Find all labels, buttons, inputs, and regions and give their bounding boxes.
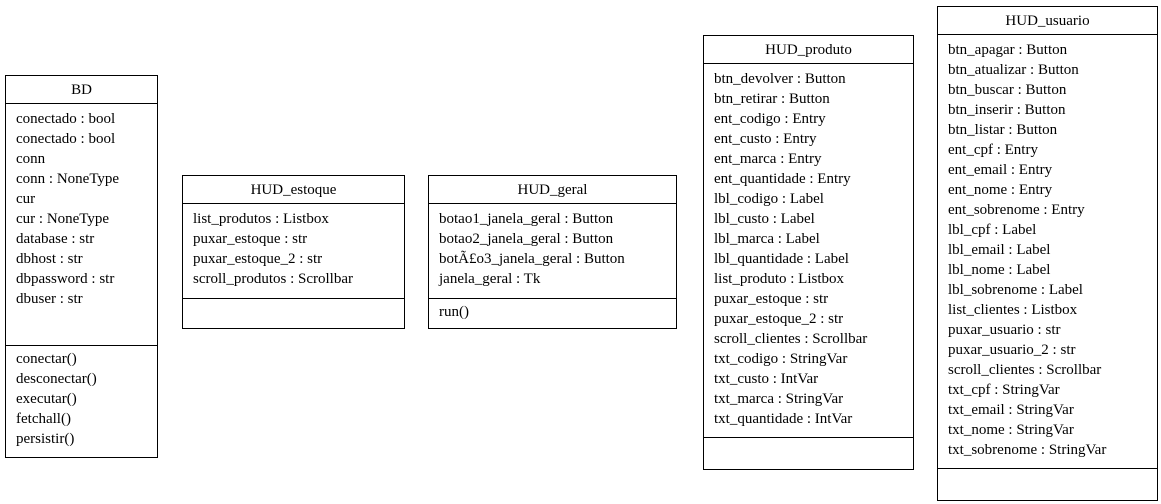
attribute: txt_nome : StringVar (948, 422, 1074, 438)
attribute: txt_email : StringVar (948, 402, 1074, 418)
operation-compartment: conectar() desconectar() executar() fetchal… (6, 346, 157, 457)
class-hud-usuario: HUD_usuario btn_apagar : Button btn_atual… (937, 6, 1158, 501)
attribute: lbl_cpf : Label (948, 222, 1037, 238)
attribute: dbhost : str (16, 251, 83, 267)
attribute: lbl_sobrenome : Label (948, 282, 1083, 298)
attribute: ent_custo : Entry (714, 131, 817, 147)
attribute: txt_quantidade : IntVar (714, 411, 853, 427)
attribute: ent_cpf : Entry (948, 142, 1038, 158)
attribute: lbl_codigo : Label (714, 191, 824, 207)
attribute: botao2_janela_geral : Button (439, 231, 614, 247)
attribute: puxar_estoque : str (714, 291, 829, 307)
attribute: database : str (16, 231, 95, 247)
class-bd: BD conectado : bool conectado : bool conn c… (5, 75, 158, 458)
attribute: ent_sobrenome : Entry (948, 202, 1085, 218)
attribute: lbl_quantidade : Label (714, 251, 849, 267)
attribute: ent_marca : Entry (714, 151, 822, 167)
attribute: ent_codigo : Entry (714, 111, 826, 127)
operation-compartment (938, 469, 1157, 500)
attribute: puxar_estoque_2 : str (193, 251, 323, 267)
class-name: HUD_geral (429, 176, 676, 204)
attribute: puxar_usuario : str (948, 322, 1061, 338)
attribute: conectado : bool (16, 111, 116, 127)
operation: desconectar() (16, 371, 97, 387)
attribute: txt_sobrenome : StringVar (948, 442, 1107, 458)
attribute: cur (16, 191, 36, 207)
operation-compartment (704, 438, 913, 469)
attribute: list_clientes : Listbox (948, 302, 1078, 318)
operation-compartment: run() (429, 299, 676, 328)
attribute-compartment: btn_apagar : Button btn_atualizar : Butto… (938, 35, 1157, 469)
attribute: puxar_estoque : str (193, 231, 308, 247)
attribute: scroll_clientes : Scrollbar (948, 362, 1102, 378)
attribute-compartment: conectado : bool conectado : bool conn conn… (6, 104, 157, 346)
attribute: lbl_email : Label (948, 242, 1051, 258)
attribute: btn_atualizar : Button (948, 62, 1079, 78)
attribute: btn_listar : Button (948, 122, 1058, 138)
attribute: txt_codigo : StringVar (714, 351, 848, 367)
attribute: conn : NoneType (16, 171, 120, 187)
attribute: ent_email : Entry (948, 162, 1053, 178)
attribute: botÃ£o3_janela_geral : Button (439, 251, 625, 267)
class-hud-estoque: HUD_estoque list_produtos : Listbox puxar… (182, 175, 405, 329)
operation: run() (439, 304, 469, 320)
attribute: ent_nome : Entry (948, 182, 1053, 198)
attribute: lbl_marca : Label (714, 231, 820, 247)
attribute: cur : NoneType (16, 211, 110, 227)
attribute: ent_quantidade : Entry (714, 171, 851, 187)
attribute: txt_custo : IntVar (714, 371, 819, 387)
operation: fetchall() (16, 411, 71, 427)
attribute: btn_retirar : Button (714, 91, 830, 107)
attribute: scroll_produtos : Scrollbar (193, 271, 353, 287)
attribute-compartment: botao1_janela_geral : Button botao2_janel… (429, 204, 676, 299)
attribute: lbl_custo : Label (714, 211, 815, 227)
attribute: puxar_estoque_2 : str (714, 311, 844, 327)
attribute: scroll_clientes : Scrollbar (714, 331, 868, 347)
class-name: HUD_produto (704, 36, 913, 64)
operation: conectar() (16, 351, 77, 367)
attribute: list_produtos : Listbox (193, 211, 329, 227)
attribute: txt_marca : StringVar (714, 391, 844, 407)
attribute: lbl_nome : Label (948, 262, 1051, 278)
attribute: dbuser : str (16, 291, 83, 307)
attribute-compartment: list_produtos : Listbox puxar_estoque : s… (183, 204, 404, 299)
attribute: janela_geral : Tk (439, 271, 541, 287)
class-name: HUD_estoque (183, 176, 404, 204)
attribute: txt_cpf : StringVar (948, 382, 1060, 398)
attribute: btn_inserir : Button (948, 102, 1066, 118)
class-name: HUD_usuario (938, 7, 1157, 35)
operation-compartment (183, 299, 404, 328)
class-hud-geral: HUD_geral botao1_janela_geral : Button bo… (428, 175, 677, 329)
attribute-compartment: btn_devolver : Button btn_retirar : Butto… (704, 64, 913, 438)
attribute: dbpassword : str (16, 271, 115, 287)
attribute: list_produto : Listbox (714, 271, 845, 287)
attribute: btn_buscar : Button (948, 82, 1067, 98)
attribute: botao1_janela_geral : Button (439, 211, 614, 227)
class-hud-produto: HUD_produto btn_devolver : Button btn_ret… (703, 35, 914, 470)
class-name: BD (6, 76, 157, 104)
attribute: conectado : bool (16, 131, 116, 147)
attribute: conn (16, 151, 46, 167)
attribute: puxar_usuario_2 : str (948, 342, 1076, 358)
operation: persistir() (16, 431, 75, 447)
attribute: btn_apagar : Button (948, 42, 1068, 58)
attribute: btn_devolver : Button (714, 71, 846, 87)
operation: executar() (16, 391, 77, 407)
